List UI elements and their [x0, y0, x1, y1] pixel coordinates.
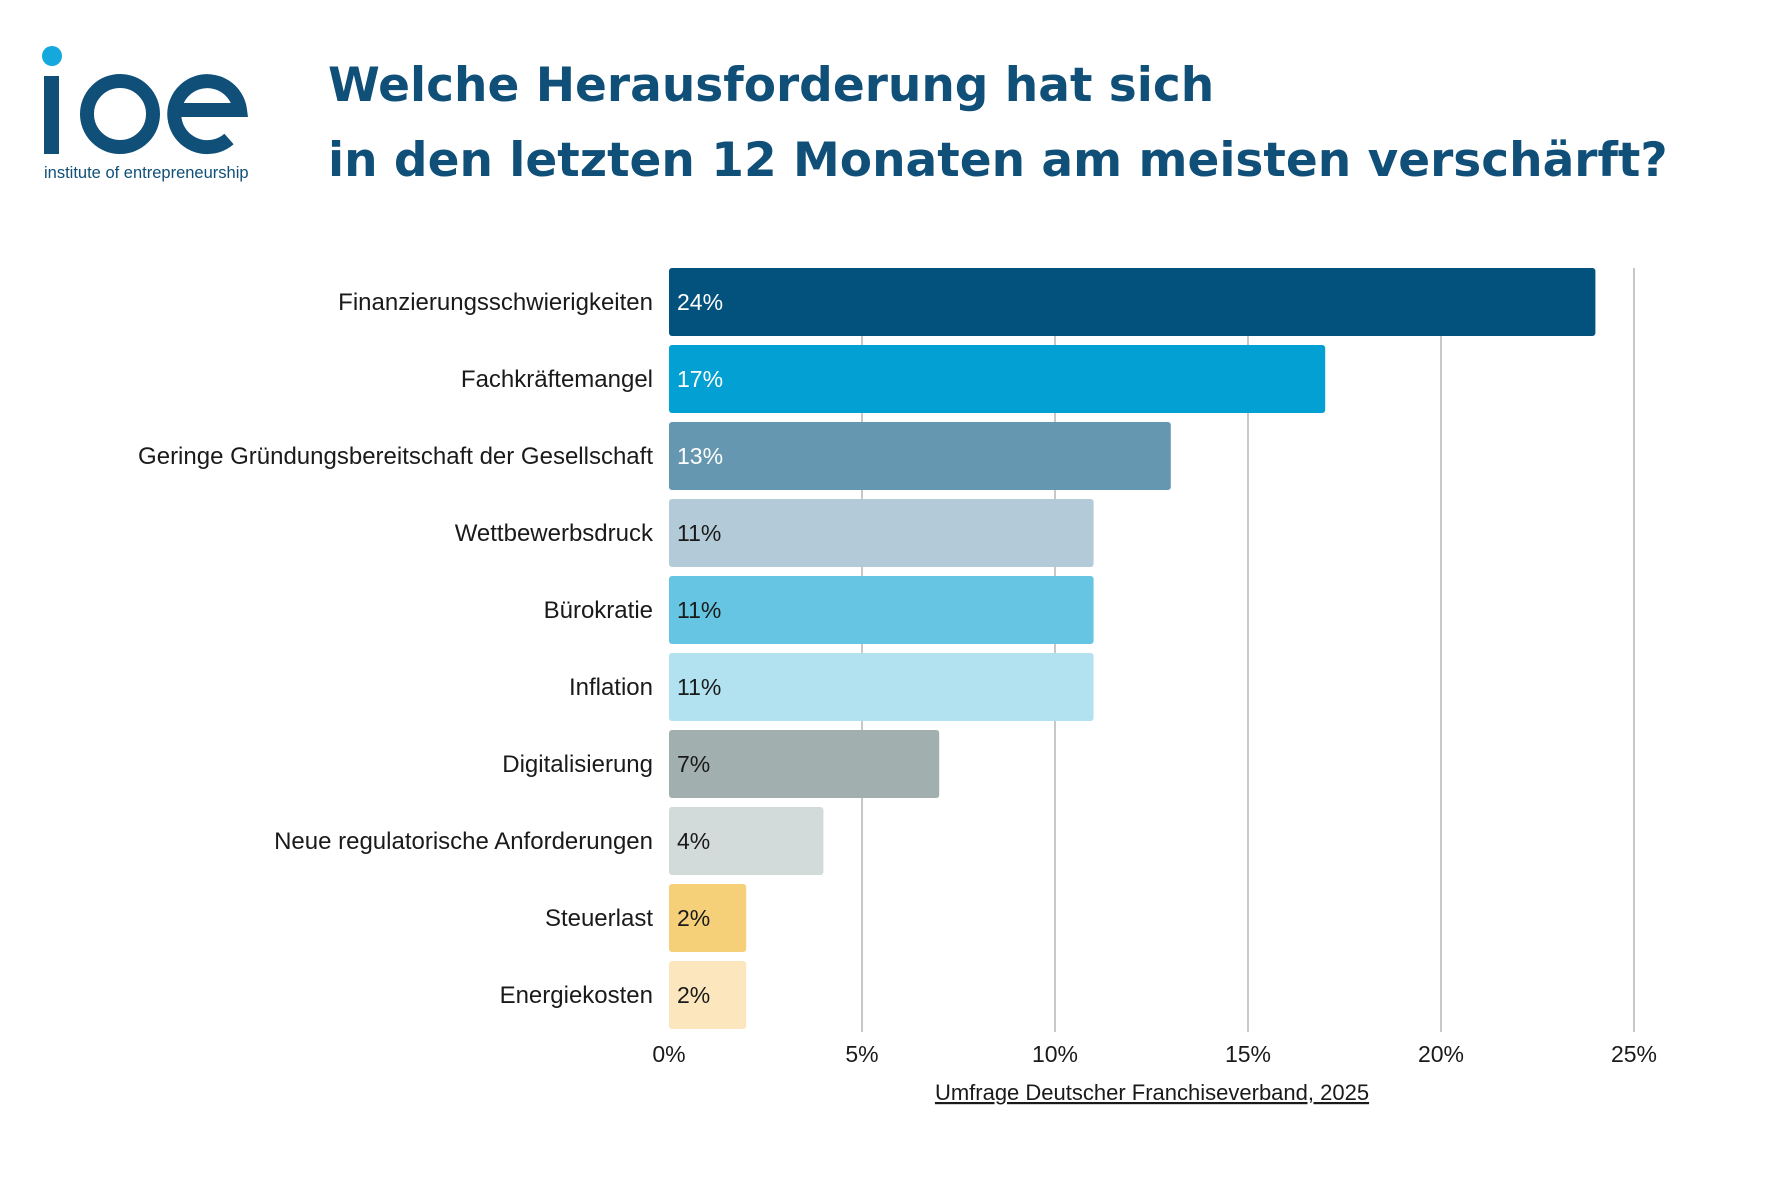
- bar: [669, 576, 1094, 644]
- value-label: 11%: [677, 520, 721, 546]
- bar: [669, 499, 1094, 567]
- x-tick-label: 10%: [1032, 1041, 1078, 1067]
- bar: [669, 807, 824, 875]
- bar: [669, 422, 1171, 490]
- chart-x-axis-ticks: 0% 5% 10% 15% 20% 25%: [652, 1041, 1657, 1067]
- chart-bars: [669, 268, 1596, 1029]
- bar: [669, 730, 940, 798]
- category-label: Fachkräftemangel: [461, 366, 653, 393]
- bar: [669, 653, 1094, 721]
- logo-tagline: institute of entrepreneurship: [44, 164, 249, 182]
- category-label: Neue regulatorische Anforderungen: [274, 828, 653, 855]
- category-label: Digitalisierung: [502, 751, 653, 778]
- x-tick-label: 0%: [652, 1041, 685, 1067]
- chart-title-line-2: in den letzten 12 Monaten am meisten ver…: [328, 133, 1668, 188]
- logo-dot-icon: [42, 46, 62, 66]
- value-label: 11%: [677, 674, 721, 700]
- logo-letter-e-icon: [167, 74, 248, 155]
- source-note: Umfrage Deutscher Franchiseverband, 2025: [935, 1080, 1369, 1105]
- logo-letter-o-icon: [80, 74, 160, 154]
- category-label: Inflation: [569, 674, 653, 701]
- chart-category-labels: Finanzierungsschwierigkeiten Fachkräftema…: [138, 289, 654, 1009]
- chart-title-line-1: Welche Herausforderung hat sich: [328, 58, 1214, 113]
- category-label: Finanzierungsschwierigkeiten: [338, 289, 653, 316]
- chart-value-labels: 24% 17% 13% 11% 11% 11% 7% 4% 2% 2%: [677, 289, 723, 1008]
- bar: [669, 961, 747, 1029]
- category-label: Steuerlast: [545, 905, 653, 932]
- category-label: Bürokratie: [544, 597, 653, 624]
- x-tick-label: 25%: [1611, 1041, 1657, 1067]
- value-label: 11%: [677, 597, 721, 623]
- x-tick-label: 15%: [1225, 1041, 1271, 1067]
- x-tick-label: 20%: [1418, 1041, 1464, 1067]
- value-label: 4%: [677, 828, 710, 854]
- value-label: 2%: [677, 905, 710, 931]
- value-label: 24%: [677, 289, 723, 315]
- value-label: 7%: [677, 751, 710, 777]
- value-label: 13%: [677, 443, 723, 469]
- bar: [669, 884, 747, 952]
- category-label: Energiekosten: [500, 982, 653, 1009]
- logo-letter-i-icon: [44, 76, 59, 154]
- bar: [669, 345, 1326, 413]
- category-label: Geringe Gründungsbereitschaft der Gesell…: [138, 443, 653, 470]
- bar: [669, 268, 1596, 336]
- value-label: 17%: [677, 366, 723, 392]
- value-label: 2%: [677, 982, 710, 1008]
- ioe-logo: institute of entrepreneurship: [42, 46, 249, 182]
- category-label: Wettbewerbsdruck: [455, 520, 654, 547]
- x-tick-label: 5%: [845, 1041, 878, 1067]
